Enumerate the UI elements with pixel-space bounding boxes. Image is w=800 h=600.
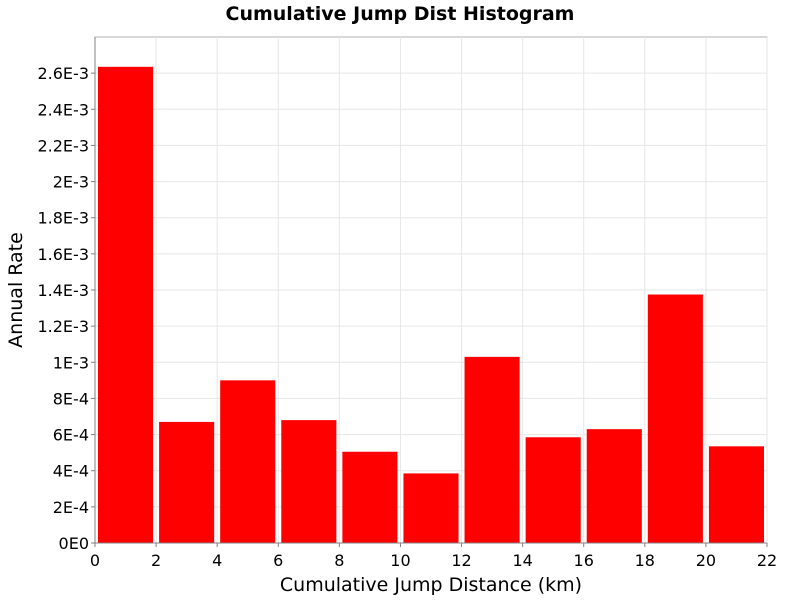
histogram-bar [159,421,215,543]
y-axis-title: Annual Rate [5,232,27,348]
y-tick-label: 1E-3 [53,353,89,372]
x-tick-label: 20 [696,551,716,570]
y-tick-label: 1.8E-3 [37,209,89,228]
y-tick-label: 1.6E-3 [37,245,89,264]
y-tick-label: 2.4E-3 [37,100,89,119]
bars [98,66,764,543]
y-axis: 0E0 2E-4 4E-4 6E-4 8E-4 1E-3 1.2E-3 1.4E-3 1.6E-… [37,37,96,553]
y-tick-label: 4E-4 [53,462,89,481]
x-tick-label: 16 [574,551,594,570]
histogram-bar [464,356,520,543]
y-tick-label: 2E-3 [53,173,89,192]
x-tick-label: 0 [90,551,100,570]
x-tick-label: 22 [757,551,777,570]
histogram-bar [708,446,764,543]
histogram-bar [342,451,398,543]
chart-title: Cumulative Jump Dist Histogram [226,3,575,25]
x-tick-label: 2 [151,551,161,570]
histogram-bar [98,66,154,543]
y-tick-label: 2E-4 [53,498,89,517]
y-tick-label: 6E-4 [53,426,89,445]
x-tick-label: 12 [451,551,471,570]
histogram-bar [281,420,337,543]
x-axis-title: Cumulative Jump Distance (km) [280,574,582,596]
x-tick-label: 8 [334,551,344,570]
x-axis: 0 2 4 6 8 10 12 14 16 18 20 22 [90,542,777,570]
histogram-bar [647,294,703,543]
histogram-bar [403,473,459,543]
y-tick-label: 1.2E-3 [37,317,89,336]
x-tick-label: 10 [390,551,410,570]
histogram-bar [220,380,276,543]
y-tick-label: 2.6E-3 [37,64,89,83]
x-tick-label: 6 [273,551,283,570]
y-tick-label: 2.2E-3 [37,136,89,155]
x-tick-label: 14 [512,551,532,570]
histogram-bar [586,429,642,543]
y-tick-label: 8E-4 [53,389,89,408]
histogram-bar [525,437,581,543]
y-tick-label: 0E0 [59,534,89,553]
x-tick-label: 18 [635,551,655,570]
y-tick-label: 1.4E-3 [37,281,89,300]
x-tick-label: 4 [212,551,222,570]
